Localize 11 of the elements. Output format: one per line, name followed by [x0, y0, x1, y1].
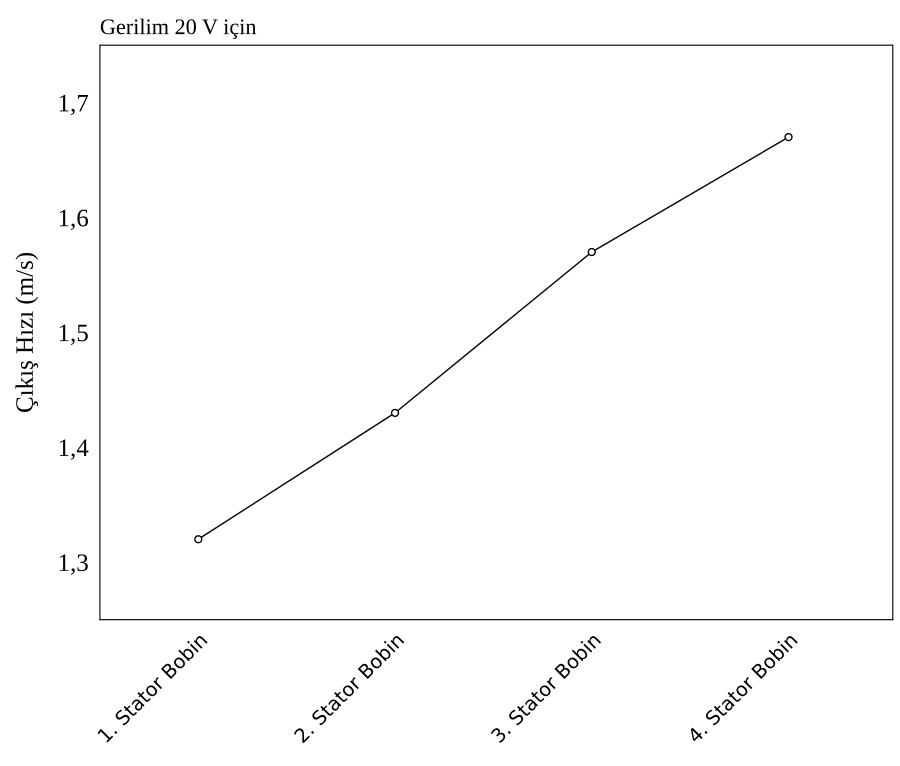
y-tick-label: 1,6 — [60, 210, 88, 230]
y-tick-label: 1,7 — [60, 94, 88, 116]
y-tick-label: 1,5 — [60, 324, 88, 345]
y-tick-label: 1,4 — [60, 440, 88, 460]
chart-title: Gerilim 20 V için — [100, 18, 256, 39]
point — [390, 408, 400, 418]
point — [784, 132, 793, 142]
point — [194, 535, 202, 544]
y-tick-label: 1,3 — [60, 554, 88, 575]
y-axis-title: Çıkış Hızı (m/s) — [15, 252, 38, 412]
point — [588, 248, 596, 256]
